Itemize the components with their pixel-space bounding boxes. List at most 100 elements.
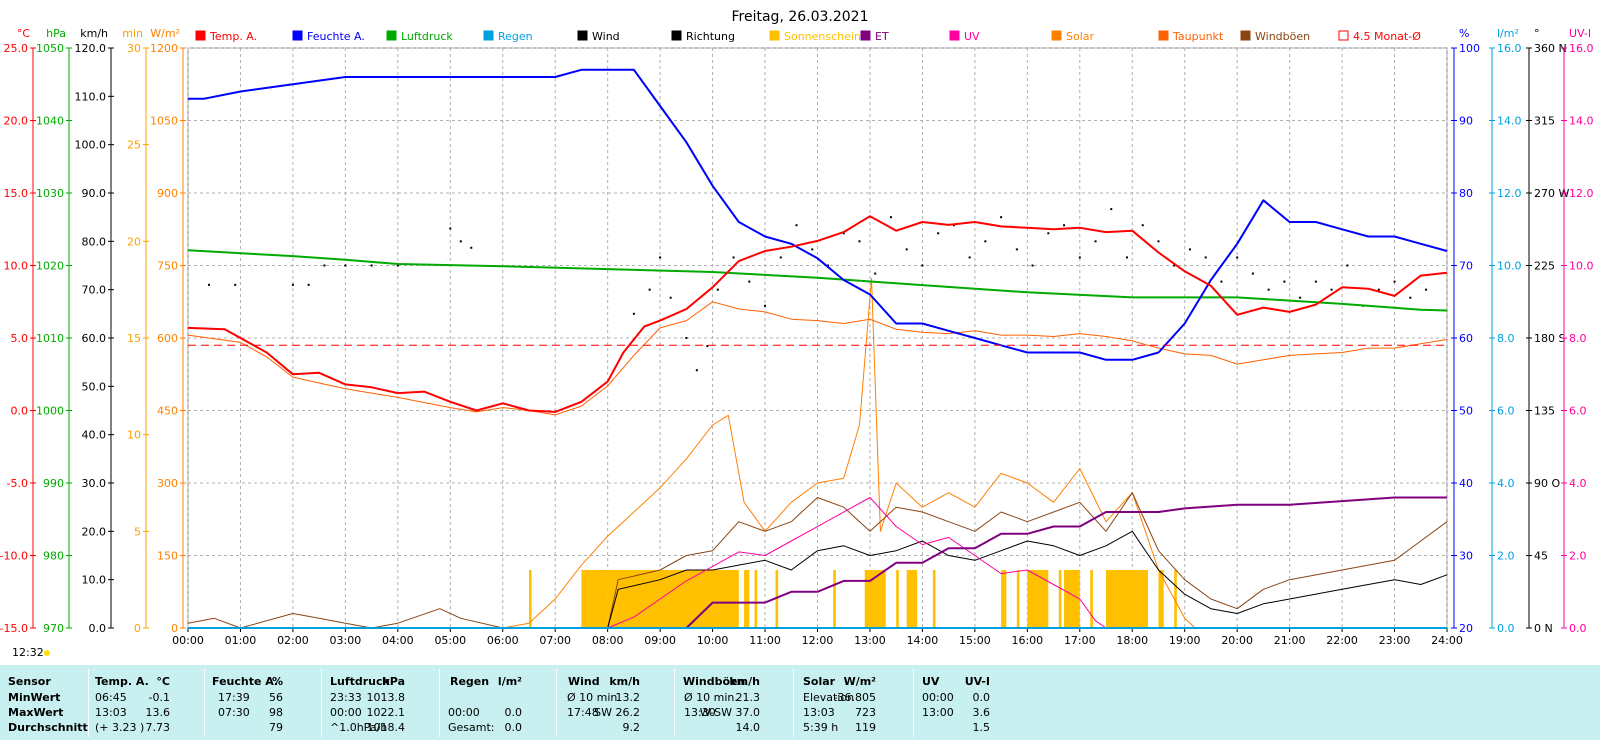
- stats-solar-value: 119: [855, 721, 876, 734]
- x-axis-tick-label: 17:00: [1064, 634, 1096, 647]
- legend-label: Solar: [1066, 30, 1095, 43]
- stats-hum-value: 98: [269, 706, 283, 719]
- x-axis-tick-label: 03:00: [330, 634, 362, 647]
- legend-label: Feuchte A.: [307, 30, 365, 43]
- right-axis-0: % 100 90 80 70 60 50 40 30 20: [1451, 27, 1480, 635]
- stats-solar-time: 13:03: [803, 706, 835, 719]
- axis-tick-label: 25.0: [4, 42, 29, 55]
- direction-point: [1141, 224, 1144, 227]
- axis-tick-label: 12.0: [1497, 187, 1522, 200]
- axis-tick-label: 45: [1534, 550, 1548, 563]
- current-time-label: 12:32: [12, 646, 44, 659]
- direction-point: [1377, 288, 1380, 291]
- direction-point: [1094, 240, 1097, 243]
- axis-tick-label: 10.0: [4, 260, 29, 273]
- stats-divider: [674, 669, 675, 737]
- axis-tick-label: 1050: [36, 42, 64, 55]
- sunshine-bar: [932, 570, 936, 628]
- direction-point: [1031, 264, 1034, 267]
- axis-tick-label: 970: [43, 622, 64, 635]
- legend-swatch: [292, 30, 303, 41]
- axis-tick-label: 30: [127, 42, 141, 55]
- stats-solar-value: -36.805: [833, 691, 876, 704]
- legend-swatch: [860, 30, 871, 41]
- axis-unit-label: %: [1459, 27, 1469, 40]
- direction-point: [1314, 280, 1317, 283]
- axis-tick-label: 15.0: [4, 187, 29, 200]
- sunshine-bar: [528, 570, 532, 628]
- axis-tick-label: 4.0: [1497, 477, 1515, 490]
- axis-tick-label: 10: [127, 429, 141, 442]
- direction-point: [632, 312, 635, 315]
- axis-tick-label: 6.0: [1497, 405, 1515, 418]
- direction-point: [344, 264, 347, 267]
- axis-tick-label: 15: [127, 332, 141, 345]
- stats-row-label: Durchschnitt: [8, 721, 88, 734]
- axis-tick-label: 980: [43, 550, 64, 563]
- direction-point: [764, 304, 767, 307]
- legend-label: ET: [875, 30, 889, 43]
- right-axis-1: l/m² 16.0 14.0 12.0 10.0 8.0 6.0 4.0 2.0 0.0: [1489, 27, 1522, 635]
- direction-point: [1251, 272, 1254, 275]
- direction-point: [659, 256, 662, 259]
- direction-point: [984, 240, 987, 243]
- axis-tick-label: 0.0: [11, 405, 29, 418]
- x-axis-tick-label: 06:00: [487, 634, 519, 647]
- sunshine-bar: [896, 570, 899, 628]
- stats-press-value: 1013.8: [366, 691, 406, 704]
- series-line-luftdruck: [187, 249, 1448, 312]
- x-axis-tick-label: 22:00: [1326, 634, 1358, 647]
- legend-label: Temp. A.: [209, 30, 257, 43]
- axis-tick-label: 16.0: [1497, 42, 1522, 55]
- stats-divider: [793, 669, 794, 737]
- sunshine-bar: [906, 570, 918, 628]
- direction-point: [669, 296, 672, 299]
- x-axis-tick-label: 00:00: [172, 634, 204, 647]
- axis-tick-label: 90.0: [82, 187, 107, 200]
- stats-header-unit-hum: %: [271, 675, 283, 688]
- stats-divider: [913, 669, 914, 737]
- axis-tick-label: 150: [157, 550, 178, 563]
- axis-tick-label: 10.0: [1569, 260, 1594, 273]
- series-line-et: [685, 496, 1447, 629]
- stats-wind-time: 17:48: [567, 706, 599, 719]
- axis-tick-label: 60.0: [82, 332, 107, 345]
- sunshine-bar: [833, 570, 836, 628]
- axis-tick-label: 40: [1459, 477, 1473, 490]
- stats-gust-value: 21.3: [735, 691, 761, 704]
- sunshine-bar: [581, 570, 608, 628]
- direction-point: [1346, 264, 1349, 267]
- axis-tick-label: 14.0: [1497, 115, 1522, 128]
- axis-tick-label: 360 N: [1534, 42, 1567, 55]
- stats-header-unit-wind: km/h: [609, 675, 640, 688]
- direction-point: [234, 283, 237, 286]
- weather-chart: Freitag, 26.03.2021 °C 25.0 20.0 15.0 10.0 5.0…: [0, 9, 1594, 659]
- sunshine-bars: [528, 570, 1177, 628]
- direction-point: [779, 256, 782, 259]
- axis-tick-label: 50.0: [82, 380, 107, 393]
- axis-tick-label: 0.0: [1497, 622, 1515, 635]
- axis-unit-label: min: [122, 27, 143, 40]
- x-axis-tick-label: 12:00: [802, 634, 834, 647]
- stats-gust-value: 14.0: [735, 721, 761, 734]
- grid-lines: [187, 47, 1448, 629]
- right-axis-2: ° 360 N 315 270 W 225 180 S 135 90 O 45 0 N: [1526, 27, 1569, 635]
- stats-gust-time: 13:30: [684, 706, 716, 719]
- stats-header-wind: Wind: [568, 675, 600, 688]
- sun-marker-icon: [44, 650, 50, 656]
- stats-solar-time: Elevation: [803, 691, 855, 704]
- axis-tick-label: 50: [1459, 405, 1473, 418]
- x-axis-tick-label: 11:00: [749, 634, 781, 647]
- x-axis-tick-label: 23:00: [1379, 634, 1411, 647]
- legend-swatch: [577, 30, 588, 41]
- axis-tick-label: 20: [127, 235, 141, 248]
- legend-swatch: [386, 30, 397, 41]
- stats-wind-value: 13.2: [615, 691, 641, 704]
- axis-tick-label: 12.0: [1569, 187, 1594, 200]
- axis-tick-label: 60: [1459, 332, 1473, 345]
- direction-point: [1063, 224, 1066, 227]
- axis-tick-label: 70: [1459, 260, 1473, 273]
- stats-uv-time: 00:00: [922, 691, 954, 704]
- direction-point: [1110, 208, 1113, 211]
- axis-tick-label: 100.0: [75, 139, 107, 152]
